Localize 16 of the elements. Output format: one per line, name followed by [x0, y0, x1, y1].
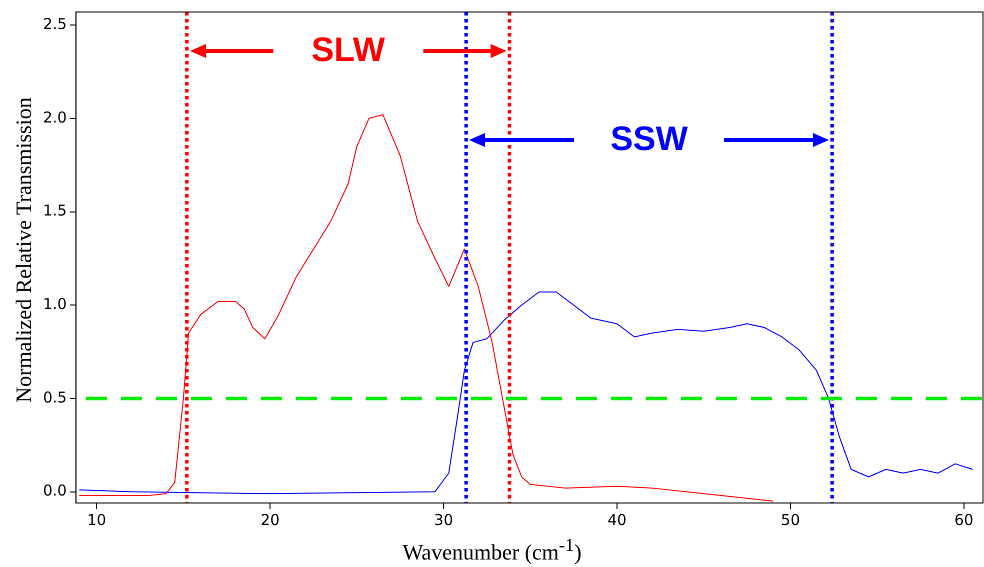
y-tick-label: 0.5: [42, 388, 67, 406]
annotation: SLW: [310, 30, 386, 70]
y-tick-label: 2.5: [42, 14, 67, 33]
y-tick-label: 0.0: [42, 482, 67, 500]
y-axis-title: Normalized Relative Transmission: [11, 97, 37, 403]
x-tick-label: 10: [87, 510, 106, 529]
x-tick-label: 30: [434, 510, 454, 529]
x-axis-title: Wavenumber (cm$^{-1}$): [401, 534, 583, 565]
x-tick-label: 60: [954, 510, 974, 529]
annotation: SSW: [609, 118, 689, 159]
y-tick-label: 1.5: [42, 202, 67, 220]
y-tick-label: 1.0: [42, 294, 67, 313]
x-tick-label: 50: [780, 510, 800, 529]
x-tick-label: 40: [607, 510, 627, 529]
y-tick-label: 2.0: [42, 108, 67, 126]
x-tick-label: 20: [260, 510, 280, 529]
